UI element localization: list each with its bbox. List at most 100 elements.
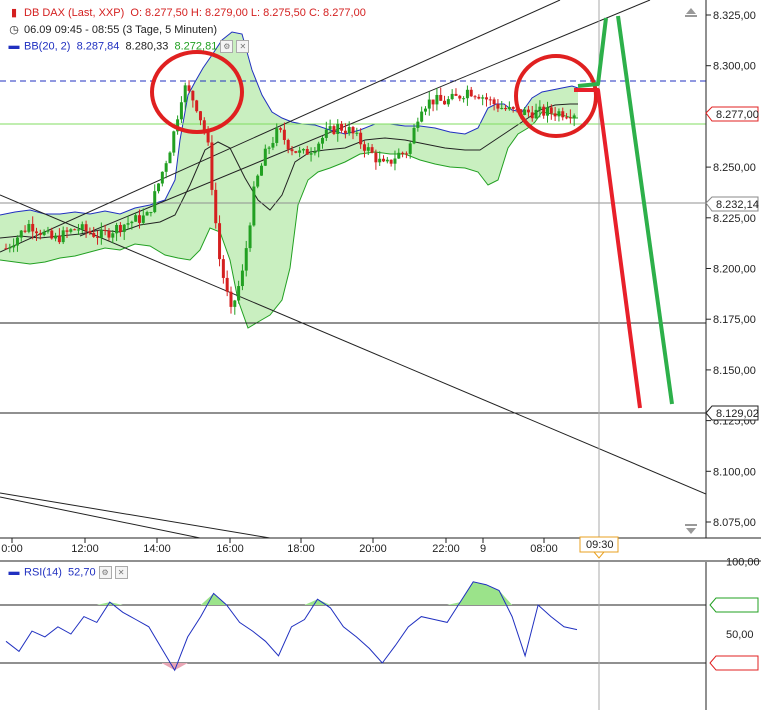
candle-body <box>305 149 309 155</box>
candle-body <box>450 93 454 100</box>
candle-body <box>313 151 317 154</box>
candle-body <box>115 224 119 234</box>
candle-body <box>50 230 54 239</box>
candle-body <box>221 259 225 278</box>
x-tick-label: 08:00 <box>530 543 558 555</box>
price-axis[interactable] <box>706 0 761 538</box>
candle-body <box>61 230 65 243</box>
candle-body <box>385 159 389 162</box>
candle-body <box>481 97 485 99</box>
candle-body <box>65 230 69 232</box>
candle-body <box>317 143 321 152</box>
candle-body <box>484 97 488 100</box>
settings-icon[interactable]: ⚙ <box>220 40 234 53</box>
candle-body <box>256 175 260 187</box>
candle-body <box>542 106 546 116</box>
period-header: ◷ 06.09 09:45 - 08:55 (3 Tage, 5 Minuten) <box>8 23 217 36</box>
candle-body <box>259 165 263 176</box>
candle-body <box>435 94 439 105</box>
rsi-close-icon[interactable]: ✕ <box>114 566 128 579</box>
candle-body <box>370 147 374 153</box>
candle-body <box>469 89 473 97</box>
annotation-green-arrow-down <box>616 15 674 405</box>
scroll-up-icon[interactable] <box>685 8 697 17</box>
candle-body <box>538 106 542 110</box>
candle-body <box>99 230 103 238</box>
y-tick-label: 8.200,00 <box>713 264 756 276</box>
candle-body <box>393 158 397 164</box>
candle-body <box>27 223 31 232</box>
candle-body <box>530 112 534 119</box>
candle-body <box>545 107 549 116</box>
candle-body <box>321 137 325 144</box>
candle-body <box>427 99 431 109</box>
y-tick-label: 8.100,00 <box>713 466 756 478</box>
candle-body <box>218 223 222 260</box>
candle-body <box>401 152 405 154</box>
candle-body <box>389 159 393 164</box>
candle-body <box>378 158 382 163</box>
candle-body <box>80 224 84 230</box>
close-icon[interactable]: ✕ <box>236 40 250 53</box>
bb-lower-value: 8.272,81 <box>174 40 218 53</box>
candle-body <box>294 151 298 153</box>
x-tick-label: 16:00 <box>216 543 244 555</box>
candle-body <box>362 144 366 151</box>
candle-body <box>225 277 229 292</box>
y-tick-label: 8.150,00 <box>713 365 756 377</box>
candle-body <box>42 231 46 235</box>
candle-body <box>23 230 27 232</box>
rsi-header: ▬ RSI(14) 52,70 ⚙ ✕ <box>8 566 128 579</box>
bb-legend-icon: ▬ <box>8 40 20 53</box>
candle-body <box>198 111 202 121</box>
scroll-down-icon[interactable] <box>685 524 697 534</box>
candle-body <box>73 229 77 231</box>
annotation-red-arrow <box>574 88 642 409</box>
candle-body <box>19 230 23 238</box>
candle-body <box>572 115 576 119</box>
y-tick-label: 8.225,00 <box>713 213 756 225</box>
candle-body <box>8 247 12 249</box>
candle-body <box>31 223 35 232</box>
candle-body <box>38 233 42 235</box>
y-tick-label: 8.250,00 <box>713 162 756 174</box>
candle-body <box>500 108 504 110</box>
x-tick-label: 14:00 <box>143 543 171 555</box>
candle-body <box>340 123 344 131</box>
candle-body <box>290 149 294 152</box>
candle-body <box>526 109 530 113</box>
candle-body <box>153 191 157 213</box>
rsi-value: 52,70 <box>68 566 96 579</box>
trendline-lower-2 <box>0 496 201 538</box>
candle-body <box>122 224 126 232</box>
candle-body <box>439 94 443 101</box>
candle-body <box>263 148 267 166</box>
candle-body <box>240 270 244 287</box>
level1-price-label: 8.232,14 <box>716 199 759 211</box>
candle-body <box>420 111 424 122</box>
y-tick-label: 8.175,00 <box>713 314 756 326</box>
candle-body <box>107 230 111 238</box>
bb-header: ▬ BB(20, 2) 8.287,84 8.280,33 8.272,81 ⚙ ✕ <box>8 40 250 53</box>
time-axis[interactable] <box>0 539 761 561</box>
candle-body <box>111 233 115 238</box>
candle-body <box>309 153 313 155</box>
candle-body <box>343 130 347 134</box>
rsi-settings-icon[interactable]: ⚙ <box>98 566 112 579</box>
candle-body <box>431 99 435 105</box>
candle-body <box>134 215 138 222</box>
candle-body <box>359 132 363 145</box>
candle-body <box>179 102 183 120</box>
candle-body <box>492 99 496 105</box>
candlestick-icon: ▮ <box>10 7 18 19</box>
x-tick-label: 9 <box>480 543 486 555</box>
candle-body <box>507 107 511 110</box>
candle-body <box>473 96 477 98</box>
candle-body <box>206 130 210 143</box>
candle-body <box>534 109 538 119</box>
candle-body <box>355 132 359 134</box>
candle-body <box>397 152 401 159</box>
trendline-upper-channel-2 <box>79 0 651 237</box>
candle-body <box>347 127 351 134</box>
